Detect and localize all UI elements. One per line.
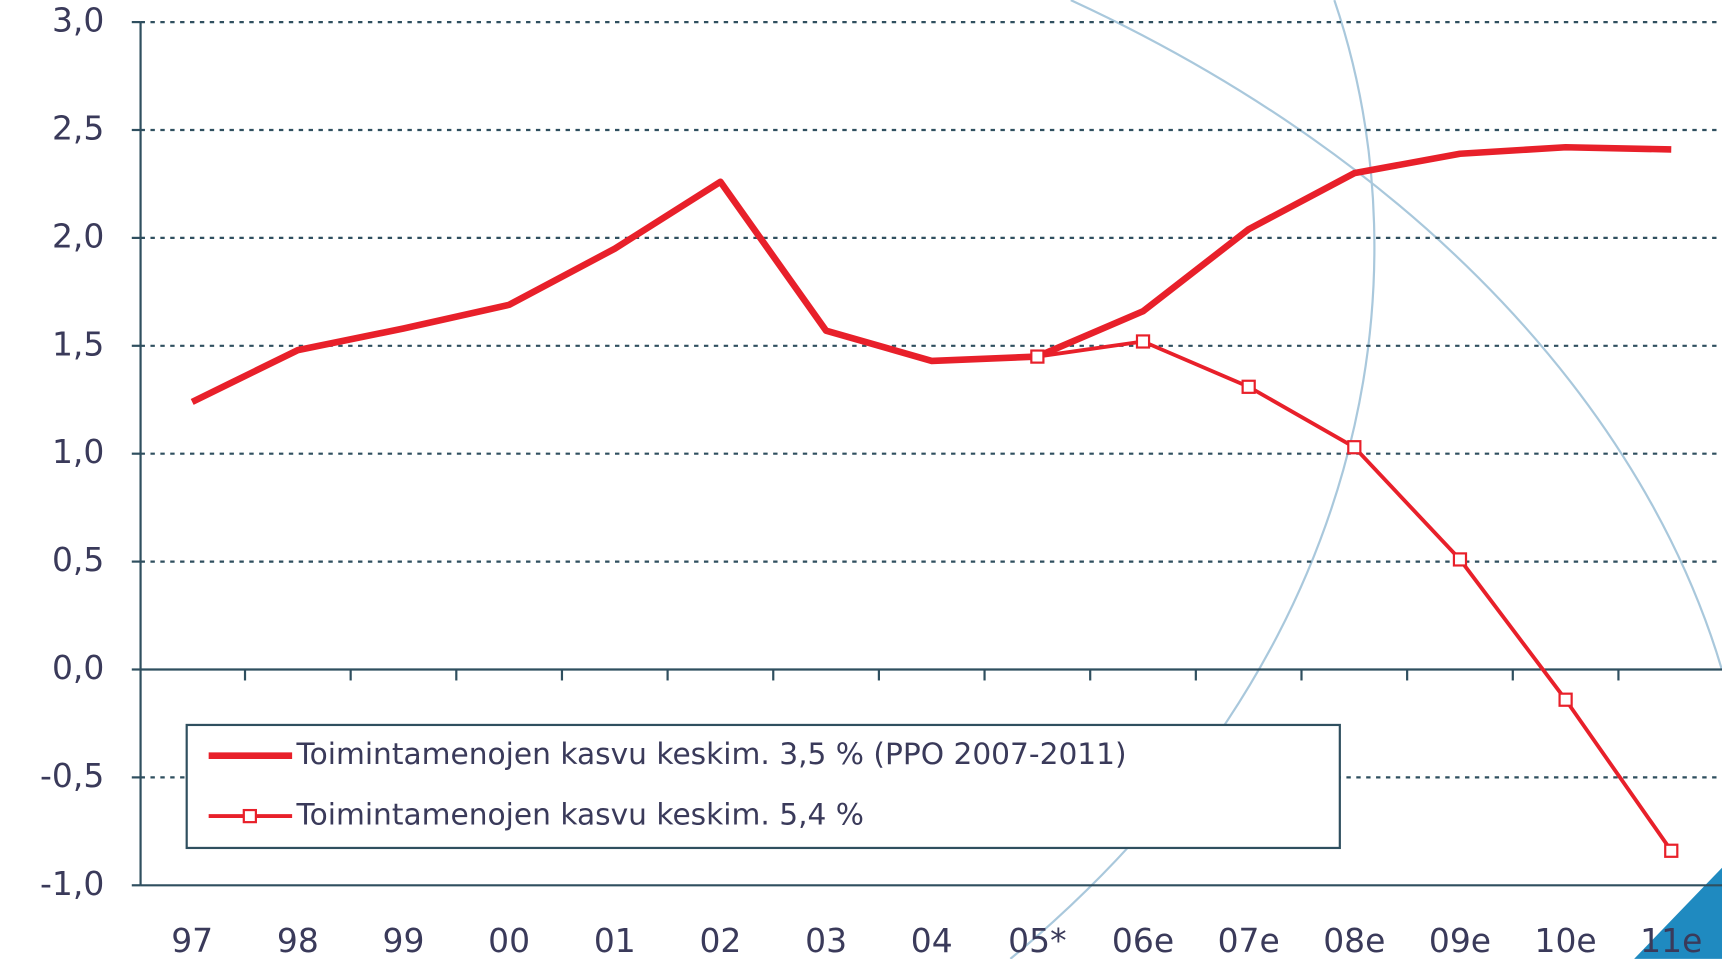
y-tick-label: 3,0 [52, 1, 104, 40]
x-tick-label: 08e [1323, 921, 1385, 959]
x-tick-label: 05* [1008, 921, 1066, 959]
legend-label: Toimintamenojen kasvu keskim. 5,4 % [296, 797, 864, 832]
marker [1558, 692, 1573, 707]
marker [1241, 379, 1256, 394]
x-tick-label: 04 [911, 921, 953, 959]
x-tick-label: 97 [171, 921, 213, 959]
y-tick-label: 1,0 [52, 432, 104, 471]
arc [1070, 0, 1722, 671]
x-tick-label: 03 [805, 921, 847, 959]
x-tick-label: 09e [1429, 921, 1491, 959]
legend-box [185, 723, 1341, 850]
x-tick-label: 01 [594, 921, 636, 959]
legend-marker [242, 808, 257, 824]
marker [1664, 843, 1679, 858]
legend-label: Toimintamenojen kasvu keskim. 3,5 % (PPO… [296, 736, 1127, 771]
marker [1030, 349, 1045, 364]
marker [1452, 552, 1468, 567]
x-tick-label: 00 [488, 921, 530, 959]
x-tick-label: 02 [699, 921, 741, 959]
y-tick-label: 2,0 [52, 216, 104, 255]
marker [1347, 440, 1362, 455]
x-tick-label: 07e [1218, 921, 1280, 959]
y-tick-label: 2,5 [52, 108, 104, 147]
legend: Toimintamenojen kasvu keskim. 3,5 % (PPO… [185, 723, 1341, 850]
marker [1135, 334, 1151, 349]
y-tick-label: 1,5 [52, 324, 104, 363]
y-tick-label: -1,0 [40, 864, 104, 903]
y-tick-label: -0,5 [40, 756, 104, 795]
x-tick-label: 10e [1535, 921, 1597, 959]
y-tick-label: 0,5 [52, 540, 104, 579]
x-tick-label: 98 [277, 921, 319, 959]
x-tick-label: 11e [1640, 921, 1702, 959]
y-tick-label: 0,0 [52, 648, 104, 687]
series-line [190, 143, 1672, 405]
x-tick-label: 06e [1112, 921, 1174, 959]
x-tick-label: 99 [383, 921, 425, 959]
